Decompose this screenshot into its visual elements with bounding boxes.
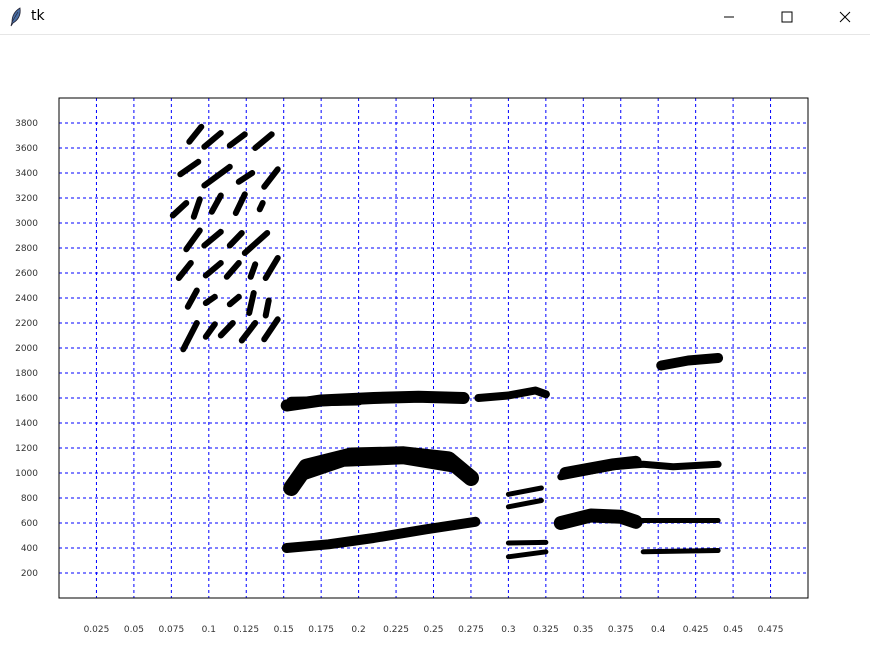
x-tick-label: 0.1 — [202, 625, 216, 635]
data-stroke — [252, 131, 275, 151]
y-tick-label: 2600 — [15, 269, 38, 279]
y-tick-label: 3000 — [15, 219, 38, 229]
data-stroke — [226, 230, 245, 249]
data-stroke — [281, 516, 481, 553]
data-stroke — [505, 498, 544, 510]
data-stroke — [261, 166, 281, 190]
feather-icon — [10, 7, 21, 27]
x-tick-label: 0.275 — [458, 625, 484, 635]
data-stroke — [201, 163, 233, 189]
y-tick-label: 1600 — [15, 394, 38, 404]
y-tick-label: 3200 — [15, 194, 38, 204]
y-tick-label: 2000 — [15, 344, 38, 354]
data-stroke — [177, 158, 202, 178]
data-stroke — [201, 130, 224, 150]
data-stroke — [184, 287, 200, 310]
data-stroke — [238, 320, 259, 344]
y-tick-label: 2400 — [15, 294, 38, 304]
close-icon — [839, 11, 851, 23]
x-tick-label: 0.225 — [383, 625, 409, 635]
y-tick-label: 1400 — [15, 419, 38, 429]
x-tick-label: 0.125 — [233, 625, 259, 635]
data-stroke — [186, 123, 205, 145]
window-title: tk — [31, 8, 45, 24]
data-stroke — [505, 539, 549, 546]
y-tick-label: 1200 — [15, 444, 38, 454]
data-stroke — [262, 255, 281, 281]
maximize-button[interactable] — [758, 0, 816, 34]
x-tick-label: 0.05 — [124, 625, 144, 635]
y-tick-label: 3600 — [15, 144, 38, 154]
x-tick-label: 0.15 — [274, 625, 294, 635]
y-tick-label: 1800 — [15, 369, 38, 379]
data-stroke — [180, 320, 200, 353]
data-stroke — [202, 260, 224, 279]
data-stroke — [175, 260, 194, 281]
x-tick-label: 0.2 — [351, 625, 365, 635]
data-stroke — [232, 191, 248, 216]
close-button[interactable] — [816, 0, 870, 34]
data-stroke — [223, 260, 242, 280]
x-tick-label: 0.35 — [573, 625, 593, 635]
data-stroke — [190, 196, 203, 220]
y-tick-label: 600 — [21, 519, 38, 529]
data-strokes — [169, 123, 724, 560]
data-stroke — [201, 228, 224, 249]
x-tick-label: 0.175 — [308, 625, 334, 635]
y-tick-label: 1000 — [15, 469, 38, 479]
data-stroke — [656, 353, 724, 371]
y-tick-label: 2200 — [15, 319, 38, 329]
x-tick-label: 0.3 — [501, 625, 515, 635]
y-tick-label: 2800 — [15, 244, 38, 254]
chart-canvas: 0.025 0.05 0.075 0.1 0.125 0.15 0.175 0.2 0.225 0… — [15, 97, 809, 635]
data-stroke — [246, 290, 257, 316]
x-tick-label: 0.025 — [84, 625, 110, 635]
x-tick-label: 0.075 — [158, 625, 184, 635]
data-stroke — [505, 549, 549, 560]
minimize-icon — [724, 16, 734, 18]
data-stroke — [261, 316, 281, 343]
maximize-icon — [781, 11, 793, 23]
data-stroke — [217, 320, 236, 339]
data-stroke — [226, 293, 242, 308]
data-stroke — [202, 293, 218, 306]
y-tick-label: 3800 — [15, 119, 38, 129]
data-stroke — [559, 455, 642, 479]
data-stroke — [286, 395, 364, 407]
data-stroke — [241, 230, 271, 256]
data-stroke — [247, 261, 259, 280]
x-tick-label: 0.325 — [533, 625, 559, 635]
data-stroke — [208, 192, 224, 215]
data-stroke — [202, 321, 218, 340]
data-stroke — [169, 200, 190, 219]
y-tick-label: 200 — [21, 569, 38, 579]
y-tick-label: 400 — [21, 544, 38, 554]
x-tick-label: 0.25 — [423, 625, 443, 635]
x-tick-label: 0.375 — [608, 625, 634, 635]
data-stroke — [256, 200, 266, 213]
data-stroke — [262, 297, 272, 319]
x-tick-label: 0.425 — [683, 625, 709, 635]
minimize-button[interactable] — [700, 0, 758, 34]
y-tick-label: 800 — [21, 494, 38, 504]
x-tick-labels: 0.025 0.05 0.075 0.1 0.125 0.15 0.175 0.2 0.225 0… — [84, 625, 784, 635]
x-tick-label: 0.45 — [723, 625, 743, 635]
data-stroke — [553, 508, 643, 530]
data-stroke — [290, 454, 461, 483]
data-stroke — [505, 485, 544, 497]
plot-frame — [58, 97, 809, 599]
y-tick-labels: 200 400 600 800 1000 1200 1400 1600 1800 2000 2200… — [15, 119, 38, 579]
title-bar: tk — [0, 0, 870, 35]
data-stroke — [226, 131, 248, 149]
data-stroke — [235, 170, 256, 185]
y-tick-label: 3400 — [15, 169, 38, 179]
data-stroke — [640, 548, 721, 555]
data-stroke — [474, 386, 550, 402]
x-tick-label: 0.4 — [651, 625, 666, 635]
x-tick-label: 0.475 — [758, 625, 784, 635]
data-stroke — [183, 227, 203, 253]
